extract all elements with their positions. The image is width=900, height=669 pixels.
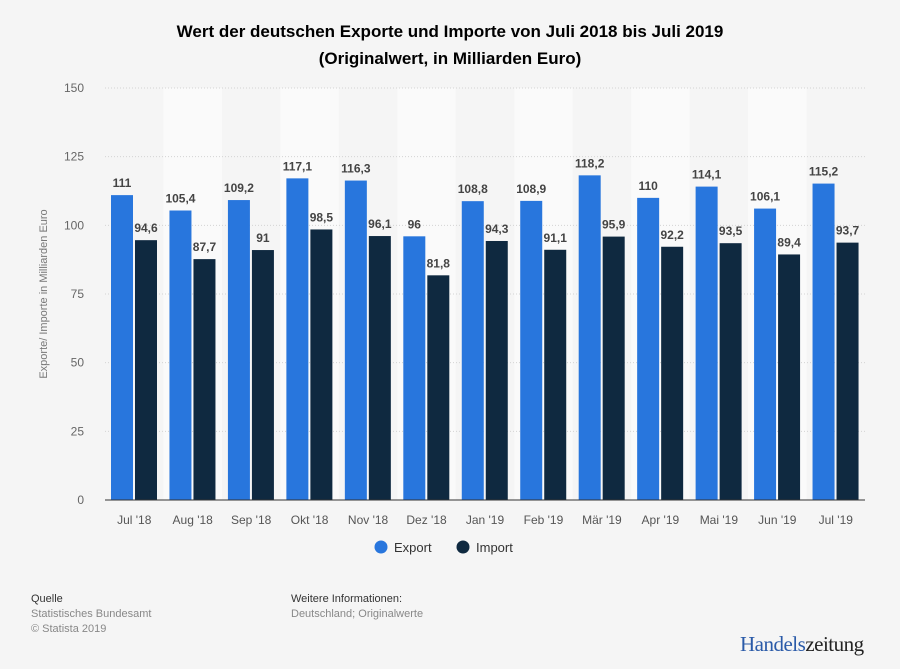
y-tick-label: 150 (64, 81, 84, 95)
bar-import (544, 249, 567, 500)
info-heading: Weitere Informationen: (291, 593, 403, 605)
x-tick-label: Sep '18 (231, 513, 272, 527)
data-label: 98,5 (310, 210, 334, 224)
legend-label: Import (476, 540, 513, 555)
info-text: Deutschland; Originalwerte (291, 608, 424, 620)
y-tick-label: 75 (71, 287, 85, 301)
y-tick-label: 50 (71, 356, 85, 370)
bar-export (461, 201, 484, 501)
bar-import (310, 229, 333, 500)
bar-export (695, 186, 718, 500)
bar-import (836, 242, 859, 500)
bar-export (520, 200, 543, 500)
bar-export (344, 180, 367, 500)
x-tick-label: Aug '18 (173, 513, 214, 527)
data-label: 92,2 (660, 228, 684, 242)
x-tick-label: Jun '19 (758, 513, 797, 527)
bar-export (286, 178, 309, 500)
data-label: 91,1 (544, 231, 568, 245)
data-label: 108,9 (516, 182, 546, 196)
y-tick-label: 0 (77, 493, 84, 507)
data-label: 96,1 (368, 217, 392, 231)
title-line: Wert der deutschen Exporte und Importe v… (176, 22, 724, 41)
data-label: 108,8 (458, 182, 488, 196)
data-label: 89,4 (777, 235, 801, 249)
data-label: 94,3 (485, 222, 509, 236)
x-tick-label: Dez '18 (406, 513, 447, 527)
data-label: 81,8 (427, 256, 451, 270)
chart-title: Wert der deutschen Exporte und Importe v… (0, 18, 900, 72)
subtitle-line: (Originalwert, in Milliarden Euro) (318, 49, 582, 68)
bar-import (427, 275, 450, 500)
copyright-line: © Statista 2019 (31, 623, 107, 635)
bar-import (485, 240, 508, 501)
legend-label: Export (394, 540, 432, 555)
data-label: 91 (256, 231, 270, 245)
x-tick-label: Okt '18 (291, 513, 329, 527)
logo-part: zeitung (805, 632, 864, 656)
data-label: 110 (638, 179, 658, 193)
data-label: 117,1 (283, 159, 313, 173)
y-axis-label: Exporte/ Importe in Milliarden Euro (38, 209, 50, 378)
x-tick-label: Apr '19 (642, 513, 680, 527)
data-label: 111 (113, 176, 132, 190)
bar-import (251, 250, 274, 500)
x-tick-label: Feb '19 (524, 513, 564, 527)
data-label: 118,2 (575, 156, 605, 170)
bar-export (111, 195, 133, 500)
bar-export (227, 200, 250, 500)
bar-export (754, 208, 777, 500)
data-label: 109,2 (224, 181, 254, 195)
handelszeitung-logo: Handelszeitung (740, 632, 864, 657)
bar-chart: 0 25 50 75 100 125 150 Exporte/ Importe in Mill… (38, 81, 865, 555)
legend-marker-export (374, 540, 388, 554)
bar-export (637, 197, 660, 500)
x-tick-label: Jul '18 (117, 513, 152, 527)
bar-import (661, 246, 684, 500)
bar-export (812, 183, 835, 501)
bar-import (135, 240, 157, 500)
data-label: 116,3 (341, 162, 371, 176)
data-label: 106,1 (750, 190, 780, 204)
bar-import (778, 254, 801, 500)
logo-part: Handels (740, 632, 806, 656)
x-tick-label: Mai '19 (700, 513, 739, 527)
info-block: Weitere Informationen: Deutschland; Orig… (291, 592, 423, 622)
x-tick-label: Mär '19 (582, 513, 622, 527)
bar-import (602, 236, 625, 500)
data-label: 93,5 (719, 224, 743, 238)
legend-marker-import (456, 540, 470, 554)
data-label: 114,1 (692, 168, 722, 182)
y-tick-label: 125 (64, 150, 84, 164)
bar-export (169, 210, 192, 500)
x-tick-label: Nov '18 (348, 513, 389, 527)
x-tick-label: Jul '19 (819, 513, 854, 527)
y-tick-label: 100 (64, 218, 84, 232)
data-label: 105,4 (165, 192, 195, 206)
bar-import (368, 236, 391, 500)
source-block: Quelle Statistisches Bundesamt © Statist… (31, 592, 151, 637)
data-label: 115,2 (809, 165, 839, 179)
source-line: Statistisches Bundesamt (31, 608, 152, 620)
bar-import (719, 243, 742, 501)
bar-export (578, 175, 601, 500)
bar-export (403, 236, 426, 500)
data-label: 93,7 (836, 224, 860, 238)
data-label: 95,9 (602, 218, 626, 232)
data-label: 94,6 (134, 221, 158, 235)
bar-import (193, 259, 216, 500)
x-tick-label: Jan '19 (466, 513, 505, 527)
data-label: 87,7 (193, 240, 217, 254)
source-heading: Quelle (31, 593, 63, 605)
data-label: 96 (408, 217, 422, 231)
y-tick-label: 25 (71, 424, 85, 438)
